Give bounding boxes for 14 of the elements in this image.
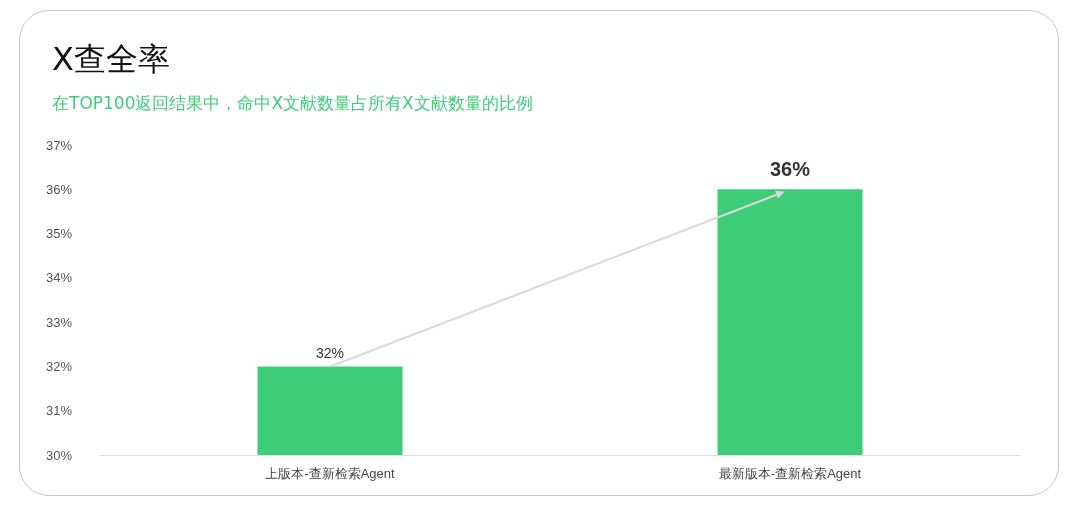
- y-tick-label: 35%: [45, 226, 73, 242]
- x-tick-label: 最新版本-查新检索Agent: [718, 466, 862, 481]
- y-tick-label: 36%: [45, 181, 73, 197]
- chart-subtitle: 在TOP100返回结果中，命中X文献数量占所有X文献数量的比例: [52, 92, 533, 115]
- data-label: 36%: [769, 158, 811, 181]
- y-tick-label: 32%: [45, 358, 73, 374]
- y-tick-label: 31%: [45, 403, 73, 419]
- data-label: 32%: [315, 345, 345, 362]
- chart-title: X查全率: [52, 39, 170, 80]
- y-tick-label: 30%: [45, 447, 73, 463]
- y-tick-label: 34%: [45, 270, 73, 286]
- y-tick-label: 33%: [45, 314, 73, 330]
- x-tick-label: 上版本-查新检索Agent: [265, 466, 396, 481]
- y-tick-label: 37%: [45, 137, 73, 153]
